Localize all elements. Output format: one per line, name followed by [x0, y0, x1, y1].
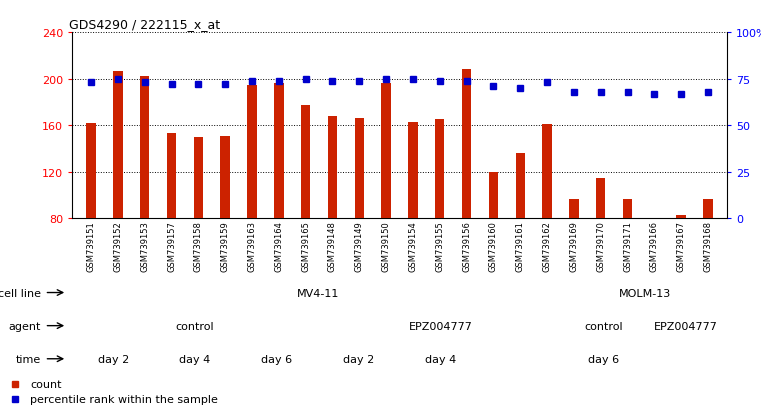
Bar — [167, 134, 177, 219]
Bar — [408, 123, 418, 219]
Text: EPZ004777: EPZ004777 — [409, 321, 473, 331]
Text: agent: agent — [8, 321, 41, 331]
Bar — [489, 173, 498, 219]
Text: day 4: day 4 — [425, 354, 456, 364]
Bar — [113, 71, 123, 219]
Text: control: control — [176, 321, 215, 331]
Text: percentile rank within the sample: percentile rank within the sample — [30, 394, 218, 404]
Bar — [221, 136, 230, 219]
Text: MOLM-13: MOLM-13 — [619, 288, 671, 298]
Bar — [703, 199, 712, 219]
Bar — [677, 216, 686, 219]
Text: day 2: day 2 — [97, 354, 129, 364]
Text: day 6: day 6 — [261, 354, 292, 364]
Text: cell line: cell line — [0, 288, 41, 298]
Bar — [596, 178, 606, 219]
Text: day 2: day 2 — [343, 354, 374, 364]
Text: time: time — [16, 354, 41, 364]
Bar — [515, 154, 525, 219]
Bar — [462, 70, 471, 219]
Bar — [247, 85, 256, 219]
Text: GDS4290 / 222115_x_at: GDS4290 / 222115_x_at — [69, 17, 220, 31]
Bar — [193, 138, 203, 219]
Bar — [569, 199, 578, 219]
Text: MV4-11: MV4-11 — [297, 288, 339, 298]
Bar — [328, 116, 337, 219]
Bar — [355, 119, 364, 219]
Bar — [274, 84, 284, 219]
Text: day 4: day 4 — [180, 354, 211, 364]
Bar — [622, 199, 632, 219]
Text: control: control — [584, 321, 623, 331]
Bar — [87, 123, 96, 219]
Bar — [381, 84, 391, 219]
Text: day 6: day 6 — [588, 354, 619, 364]
Bar — [543, 125, 552, 219]
Bar — [435, 120, 444, 219]
Text: count: count — [30, 379, 62, 389]
Bar — [140, 77, 149, 219]
Text: EPZ004777: EPZ004777 — [654, 321, 718, 331]
Bar — [301, 106, 310, 219]
